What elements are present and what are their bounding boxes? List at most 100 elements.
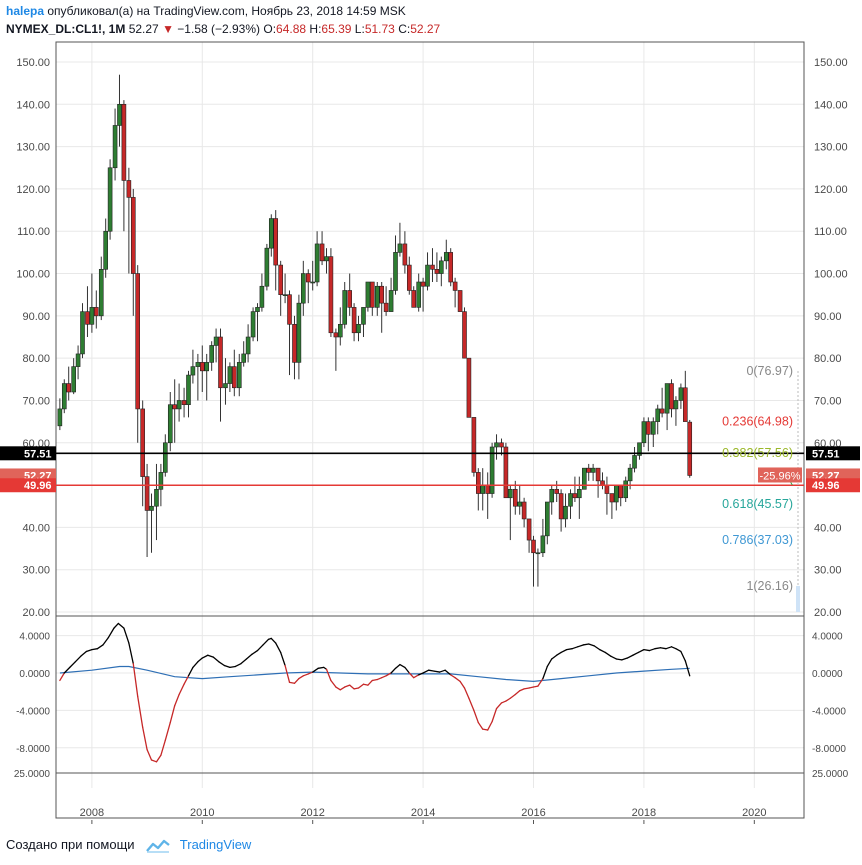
candle-body-down [199, 362, 205, 372]
candle [57, 398, 63, 431]
candle [512, 480, 518, 515]
candle [678, 383, 684, 409]
macd-line-segment [439, 669, 446, 673]
candle [347, 273, 352, 316]
candle-body-down [292, 324, 297, 363]
candle-body-up [236, 362, 242, 389]
candle [443, 239, 449, 270]
candle-body-down [305, 273, 311, 283]
macd-line-segment [637, 648, 645, 654]
macd-line-segment [85, 648, 93, 653]
candle-body-down [420, 281, 426, 287]
candle [176, 383, 182, 422]
candle [126, 167, 132, 274]
macd-line-segment [187, 666, 194, 677]
candle-body-down [572, 493, 578, 499]
candle [218, 328, 223, 422]
macd-tick-right: -8.0000 [812, 744, 846, 755]
down-arrow-icon: ▼ [162, 22, 174, 36]
candle [439, 256, 444, 287]
candle [319, 231, 325, 266]
candle [144, 463, 150, 557]
close-label: C: [398, 22, 411, 36]
tradingview-brand[interactable]: TradingView [179, 837, 252, 852]
candle [480, 468, 486, 511]
candle [149, 493, 154, 553]
symbol-legend: NYMEX_DL:CL1!, 1M 52.27 ▼ −1.58 (−2.93%)… [6, 21, 440, 37]
macd-line-segment [404, 666, 410, 674]
candle [365, 281, 371, 312]
macd-line-segment [626, 654, 634, 659]
price-tick-right: 140.00 [814, 99, 848, 111]
candle [195, 353, 201, 401]
macd-line-segment [675, 648, 682, 653]
candle-body-down [130, 197, 136, 274]
macd-line-segment [399, 663, 406, 669]
candle [241, 341, 246, 367]
candle-body-up [264, 247, 270, 287]
macd-line-segment [509, 693, 516, 699]
price-label-right-bg [806, 478, 860, 493]
candle-body-up [374, 285, 380, 308]
candle-body-up [75, 353, 81, 367]
price-label-right: 49.96 [812, 480, 840, 492]
last-price: 52.27 [128, 22, 159, 36]
candle [618, 484, 624, 507]
price-tick-left: 40.00 [22, 522, 50, 534]
candle-body-up [259, 285, 265, 308]
macd-line-segment [80, 650, 88, 657]
candle [204, 353, 210, 401]
price-chart[interactable]: 0(76.97)0.236(64.98)0.382(57.56)0.5(0.61… [0, 40, 862, 832]
macd-line-segment [302, 673, 309, 677]
candle [259, 273, 265, 312]
time-tick: 2014 [411, 807, 435, 819]
candle [577, 476, 582, 519]
footer: Создано при помощи TradingView [6, 836, 251, 854]
candle [296, 294, 302, 380]
macd-line-segment [444, 669, 452, 676]
candle [370, 281, 375, 316]
candle [351, 303, 357, 342]
candle [554, 480, 559, 502]
macd-tick-left: 0.0000 [19, 669, 50, 680]
candle-body-down [521, 501, 527, 520]
candle-body-down [370, 281, 375, 308]
time-tick: 2018 [632, 807, 656, 819]
candle [476, 468, 481, 511]
open-value: 64.88 [276, 22, 307, 36]
candle-body-down [466, 357, 472, 418]
candle-body-down [499, 442, 504, 448]
candle-body-up [517, 501, 523, 507]
macd-line-segment [74, 655, 82, 663]
macd-line-segment [288, 681, 296, 684]
price-label-left: 49.96 [24, 480, 52, 492]
candle-body-down [531, 539, 536, 554]
candle [75, 345, 81, 380]
candle-body-up [439, 260, 444, 274]
macd-line-segment [422, 669, 430, 674]
candle [245, 324, 251, 363]
candle-body-up [167, 404, 173, 444]
macd-line-segment [565, 648, 573, 651]
candle-body-up [342, 290, 348, 325]
macd-line-segment [298, 675, 304, 680]
macd-line-segment [218, 661, 226, 667]
macd-line-segment [560, 648, 568, 654]
macd-line-segment [117, 622, 125, 629]
low-value: 51.73 [364, 22, 395, 36]
macd-line-segment [427, 669, 435, 672]
candle-body-down [554, 489, 559, 494]
macd-line-segment [665, 646, 673, 650]
fibonacci-retracement[interactable]: 0(76.97)0.236(64.98)0.382(57.56)0.5(0.61… [722, 364, 800, 612]
candle [282, 273, 288, 304]
level-lines[interactable] [56, 452, 804, 487]
author-name[interactable]: halepa [6, 4, 45, 18]
candle [393, 235, 398, 295]
macd-line-segment [293, 677, 300, 684]
price-tick-left: 20.00 [22, 607, 50, 619]
candle [673, 396, 679, 426]
macd-line-segment [599, 648, 606, 654]
fib-level-0-236: 0.236(64.98) [722, 415, 793, 429]
candle [494, 434, 499, 460]
macd-line-segment [155, 754, 162, 763]
